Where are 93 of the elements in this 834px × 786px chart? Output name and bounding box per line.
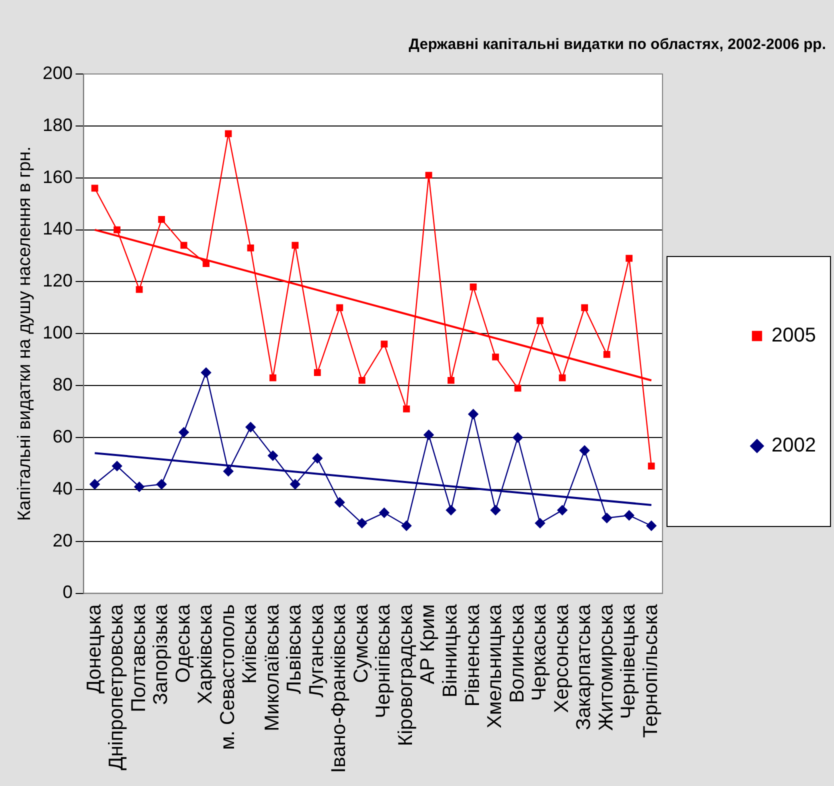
y-tick-label: 180 <box>42 114 73 135</box>
point <box>603 350 610 358</box>
point <box>534 518 546 528</box>
point <box>246 422 256 432</box>
y-tick-label: 60 <box>52 426 73 446</box>
x-tick-label: Запорізька <box>150 603 172 705</box>
point <box>624 510 634 520</box>
point <box>514 384 522 392</box>
y-tick-label: 20 <box>52 530 73 550</box>
x-tick-label: Вінницька <box>440 603 462 698</box>
point <box>490 505 501 516</box>
x-tick-label: Луганська <box>306 603 328 698</box>
point <box>403 406 410 412</box>
point <box>648 462 655 470</box>
x-tick-label: Донецька <box>83 603 106 694</box>
point <box>178 427 189 438</box>
point <box>468 409 478 420</box>
x-tick-label: Сумська <box>350 603 372 683</box>
x-tick-label: Житомирська <box>595 603 618 731</box>
point <box>470 283 477 290</box>
point <box>626 254 633 262</box>
x-tick-label: Івано-Франківська <box>328 603 350 774</box>
x-tick-label: Львівська <box>284 603 306 694</box>
x-tick-label: Київська <box>239 603 262 684</box>
x-tick-label: Дніпропетровська <box>106 603 128 770</box>
point <box>223 466 234 476</box>
point <box>336 304 344 312</box>
x-tick-label: Полтавська <box>128 603 150 712</box>
point <box>91 184 98 192</box>
x-tick-label: Одеська <box>172 603 194 683</box>
x-tick-label: Кіровоградська <box>394 603 417 746</box>
y-tick-label: 100 <box>42 322 73 343</box>
x-tick-label: Волинська <box>506 603 528 703</box>
point <box>114 226 120 234</box>
legend-label: 2002 <box>772 434 816 457</box>
point <box>247 244 254 252</box>
x-tick-label: АР Крим <box>417 604 440 684</box>
x-tick-label: Черкаська <box>528 603 551 701</box>
point <box>424 430 434 440</box>
y-tick-label: 140 <box>42 218 73 239</box>
legend-label: 2005 <box>772 324 816 347</box>
point <box>602 512 612 524</box>
point <box>90 479 100 490</box>
point <box>401 520 412 531</box>
point <box>646 520 656 531</box>
point <box>380 340 388 348</box>
point <box>136 286 143 293</box>
point <box>290 479 300 490</box>
point <box>312 453 323 464</box>
point <box>268 450 278 461</box>
point <box>269 374 276 382</box>
y-tick-label: 0 <box>62 582 73 602</box>
x-tick-label: Рівненська <box>462 603 484 707</box>
point <box>314 369 321 376</box>
point <box>156 479 167 490</box>
x-tick-label: Закарпатська <box>573 603 596 730</box>
x-tick-label: Чернівецька <box>618 603 640 720</box>
point <box>158 216 165 223</box>
x-tick-label: Чернігівська <box>372 603 395 718</box>
x-tick-label: Тернопільська <box>640 603 662 738</box>
point <box>134 482 144 492</box>
point <box>425 172 432 179</box>
point <box>180 242 188 249</box>
x-tick-label: Херсонська <box>550 603 573 713</box>
point <box>379 508 390 518</box>
point <box>536 317 544 324</box>
point <box>557 505 568 516</box>
y-tick-label: 200 <box>42 62 73 83</box>
point <box>334 497 345 508</box>
point <box>202 260 210 267</box>
chart-title: Державні капітальні видатки по областях, 2002-2006 рр. <box>408 36 826 54</box>
y-tick-label: 120 <box>42 270 73 291</box>
point <box>112 460 122 472</box>
point <box>512 432 523 443</box>
point <box>356 518 368 528</box>
y-tick-label: 40 <box>52 478 73 498</box>
x-tick-label: Хмельницька <box>484 603 506 728</box>
x-tick-label: Миколаївська <box>261 603 284 732</box>
point <box>446 505 456 516</box>
y-tick-label: 160 <box>42 166 73 187</box>
point <box>579 445 590 456</box>
point <box>581 304 588 312</box>
point <box>200 367 212 378</box>
x-tick-label: м. Севастополь <box>216 604 239 750</box>
y-tick-label: 80 <box>52 374 73 395</box>
y-axis-title: Капітальні видатки на душу населення в грн. <box>14 146 34 521</box>
x-tick-label: Харківська <box>194 603 217 704</box>
point <box>358 376 366 384</box>
point <box>292 242 299 249</box>
point <box>558 374 566 382</box>
point <box>224 130 232 138</box>
point <box>448 376 454 384</box>
point <box>492 354 499 360</box>
